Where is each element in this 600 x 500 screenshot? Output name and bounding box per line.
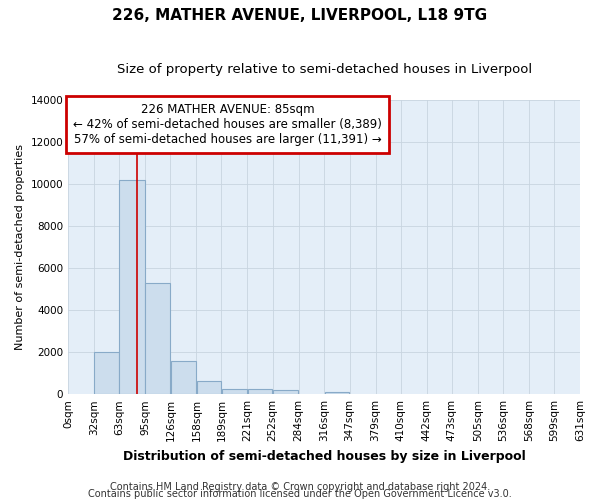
Title: Size of property relative to semi-detached houses in Liverpool: Size of property relative to semi-detach… [116, 62, 532, 76]
Bar [248, 390, 272, 394]
Bar [221, 389, 247, 394]
X-axis label: Distribution of semi-detached houses by size in Liverpool: Distribution of semi-detached houses by … [123, 450, 526, 462]
Text: Contains HM Land Registry data © Crown copyright and database right 2024.: Contains HM Land Registry data © Crown c… [110, 482, 490, 492]
Bar [119, 180, 145, 394]
Bar [273, 390, 298, 394]
Text: 226, MATHER AVENUE, LIVERPOOL, L18 9TG: 226, MATHER AVENUE, LIVERPOOL, L18 9TG [112, 8, 488, 22]
Bar [325, 392, 349, 394]
Bar [170, 360, 196, 394]
Y-axis label: Number of semi-detached properties: Number of semi-detached properties [15, 144, 25, 350]
Text: 226 MATHER AVENUE: 85sqm
← 42% of semi-detached houses are smaller (8,389)
57% o: 226 MATHER AVENUE: 85sqm ← 42% of semi-d… [73, 103, 382, 146]
Bar [94, 352, 119, 394]
Bar [197, 380, 221, 394]
Text: Contains public sector information licensed under the Open Government Licence v3: Contains public sector information licen… [88, 489, 512, 499]
Bar [145, 283, 170, 394]
